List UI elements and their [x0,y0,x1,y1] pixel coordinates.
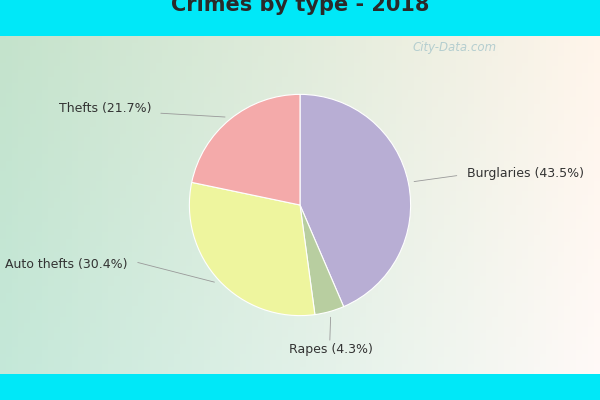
Text: Thefts (21.7%): Thefts (21.7%) [59,102,152,115]
Wedge shape [190,182,315,316]
Wedge shape [192,94,300,205]
Text: Burglaries (43.5%): Burglaries (43.5%) [467,168,584,180]
Wedge shape [300,205,344,315]
Text: City-Data.com: City-Data.com [413,41,497,54]
Text: Rapes (4.3%): Rapes (4.3%) [289,343,373,356]
Title: Crimes by type - 2018: Crimes by type - 2018 [171,0,429,15]
Text: Auto thefts (30.4%): Auto thefts (30.4%) [5,258,128,271]
Wedge shape [300,94,410,307]
